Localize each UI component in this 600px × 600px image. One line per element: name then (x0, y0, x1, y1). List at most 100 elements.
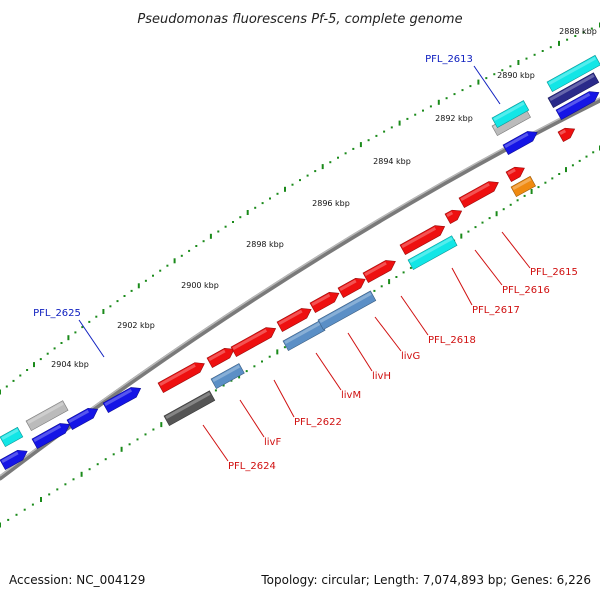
scale-tick (383, 130, 386, 133)
inner-tick (380, 285, 383, 288)
inner-tick (31, 503, 34, 506)
scale-tick (337, 156, 339, 159)
label-leader-line (347, 332, 373, 372)
gene-feature[interactable] (547, 72, 600, 109)
inner-tick (230, 379, 233, 382)
inner-tick (136, 438, 139, 441)
scale-tick (533, 53, 536, 56)
label-leader-line (501, 231, 531, 269)
inner-tick (160, 422, 163, 428)
gene-feature[interactable] (66, 404, 100, 431)
gene-feature[interactable] (230, 324, 278, 358)
inner-tick (409, 266, 412, 269)
gene-feature[interactable] (0, 446, 30, 471)
inner-tick (551, 177, 554, 180)
gene-label[interactable]: PFL_2622 (294, 417, 342, 428)
gene-feature[interactable] (163, 390, 216, 427)
scale-label: 2896 kbp (312, 199, 350, 208)
gene-feature[interactable] (362, 257, 398, 284)
inner-tick (152, 428, 155, 431)
gene-label[interactable]: PFL_2617 (472, 305, 520, 316)
scale-tick (558, 40, 560, 46)
inner-tick (112, 453, 115, 456)
gene-label[interactable]: PFL_2613 (425, 54, 473, 65)
inner-tick (488, 217, 491, 220)
scale-tick (109, 305, 112, 308)
scale-tick (261, 202, 264, 205)
gene-feature[interactable] (502, 128, 540, 156)
inner-tick (144, 433, 147, 436)
gene-feature[interactable] (309, 288, 342, 314)
scale-tick (477, 79, 480, 85)
inner-tick (88, 468, 91, 471)
gene-label[interactable]: PFL_2615 (530, 267, 578, 278)
scale-label: 2894 kbp (373, 157, 411, 166)
scale-tick (291, 183, 294, 186)
label-leader-line (374, 316, 402, 352)
scale-tick (95, 315, 98, 318)
scale-tick (375, 134, 378, 137)
label-leader-line (239, 399, 265, 438)
scale-layer: 2888 kbp 2890 kbp 2892 kbp 2894 kbp 2896 kbp… (51, 27, 597, 369)
gene-label[interactable]: PFL_2618 (428, 335, 476, 346)
gene-feature[interactable] (0, 426, 24, 448)
gene-label[interactable]: PFL_2625 (33, 308, 81, 319)
scale-tick (26, 369, 29, 371)
inner-tick (395, 276, 398, 278)
inner-tick (402, 271, 405, 274)
inner-tick (467, 230, 470, 233)
gene-feature[interactable] (444, 206, 464, 225)
inner-tick (222, 384, 225, 387)
gene-feature[interactable] (555, 88, 600, 121)
gene-feature[interactable] (458, 178, 501, 209)
inner-tick (516, 199, 519, 202)
inner-tick (373, 289, 376, 292)
inner-tick (474, 226, 477, 229)
scale-tick (299, 179, 301, 182)
inner-tick (565, 167, 567, 173)
scale-tick (217, 230, 220, 233)
scale-tick (306, 174, 309, 177)
gene-feature[interactable] (210, 363, 245, 390)
scale-tick (60, 342, 63, 344)
gene-feature[interactable] (102, 384, 143, 414)
gene-feature[interactable] (510, 175, 536, 198)
gene-label[interactable]: livG (401, 351, 420, 362)
gene-feature[interactable] (157, 359, 207, 394)
gene-label[interactable]: PFL_2616 (502, 285, 550, 296)
gene-label[interactable]: livM (341, 390, 361, 401)
gene-feature[interactable] (276, 305, 314, 333)
gene-feature[interactable] (399, 222, 447, 256)
label-leader-line (202, 424, 229, 462)
scale-tick (232, 221, 234, 223)
gene-feature[interactable] (491, 100, 530, 129)
genome-summary-text: Topology: circular; Length: 7,074,893 bp… (261, 573, 591, 587)
inner-tick (48, 493, 51, 496)
gene-feature[interactable] (557, 124, 577, 143)
gene-feature[interactable] (337, 274, 368, 299)
inner-tick (96, 463, 99, 466)
gene-feature[interactable] (546, 54, 600, 93)
features-layer (0, 54, 600, 471)
scale-tick (422, 109, 424, 112)
scale-tick (398, 120, 401, 126)
scale-tick (39, 358, 42, 361)
gene-feature[interactable] (25, 400, 69, 432)
gene-feature[interactable] (31, 420, 72, 450)
labels-layer: PFL_2613 PFL_2615 PFL_2616 PFL_2617 PFL_2618… (33, 54, 578, 472)
gene-label[interactable]: PFL_2624 (228, 461, 276, 472)
scale-tick (33, 362, 35, 368)
gene-feature[interactable] (505, 163, 527, 183)
gene-feature[interactable] (317, 290, 377, 331)
gene-feature[interactable] (407, 235, 458, 271)
scale-tick (501, 69, 504, 72)
gene-feature[interactable] (206, 344, 237, 369)
scale-label: 2888 kbp (559, 27, 597, 36)
scale-tick (541, 50, 544, 52)
scale-tick (437, 99, 440, 105)
scale-label: 2902 kbp (117, 321, 155, 330)
gene-label[interactable]: livF (264, 437, 281, 448)
inner-tick (460, 233, 463, 239)
gene-feature[interactable] (282, 320, 326, 352)
gene-label[interactable]: livH (372, 371, 391, 382)
